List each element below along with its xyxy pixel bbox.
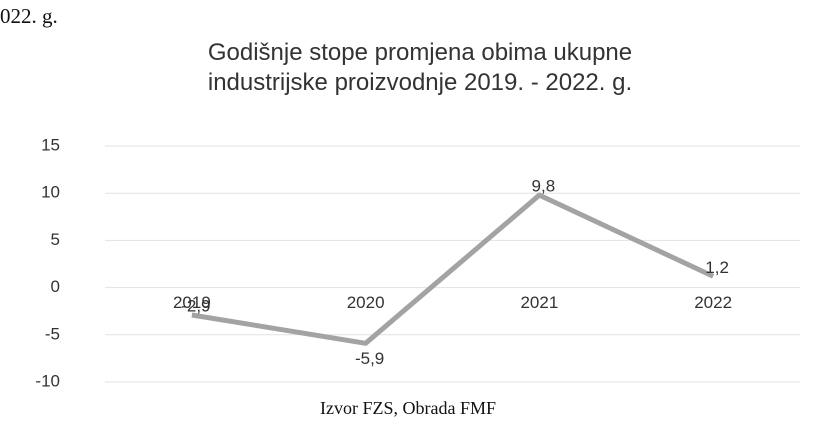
line	[191, 192, 715, 346]
data-label: -5,9	[355, 349, 384, 368]
data-label: 9,8	[532, 177, 556, 196]
y-tick-label: 15	[41, 135, 60, 154]
data-label: 1,2	[705, 258, 729, 277]
x-tick-label: 2019	[173, 293, 211, 312]
page-fragment: 022. g.	[0, 4, 58, 28]
y-tick-label: -5	[45, 324, 60, 343]
x-tick-label: 2022	[694, 293, 732, 312]
data-label: -2,9	[181, 296, 210, 315]
y-tick-label: 10	[41, 183, 60, 202]
source: Izvor FZS, Obrada FMF	[320, 398, 496, 418]
x-tick-label: 2021	[520, 293, 558, 312]
y-tick-label: 0	[51, 277, 60, 296]
x-tick-label: 2020	[347, 293, 385, 312]
chart-title: Godišnje stope promjena obima ukupne ind…	[207, 39, 633, 96]
y-tick-label: -10	[35, 371, 60, 390]
y-tick-label: 5	[51, 230, 60, 249]
